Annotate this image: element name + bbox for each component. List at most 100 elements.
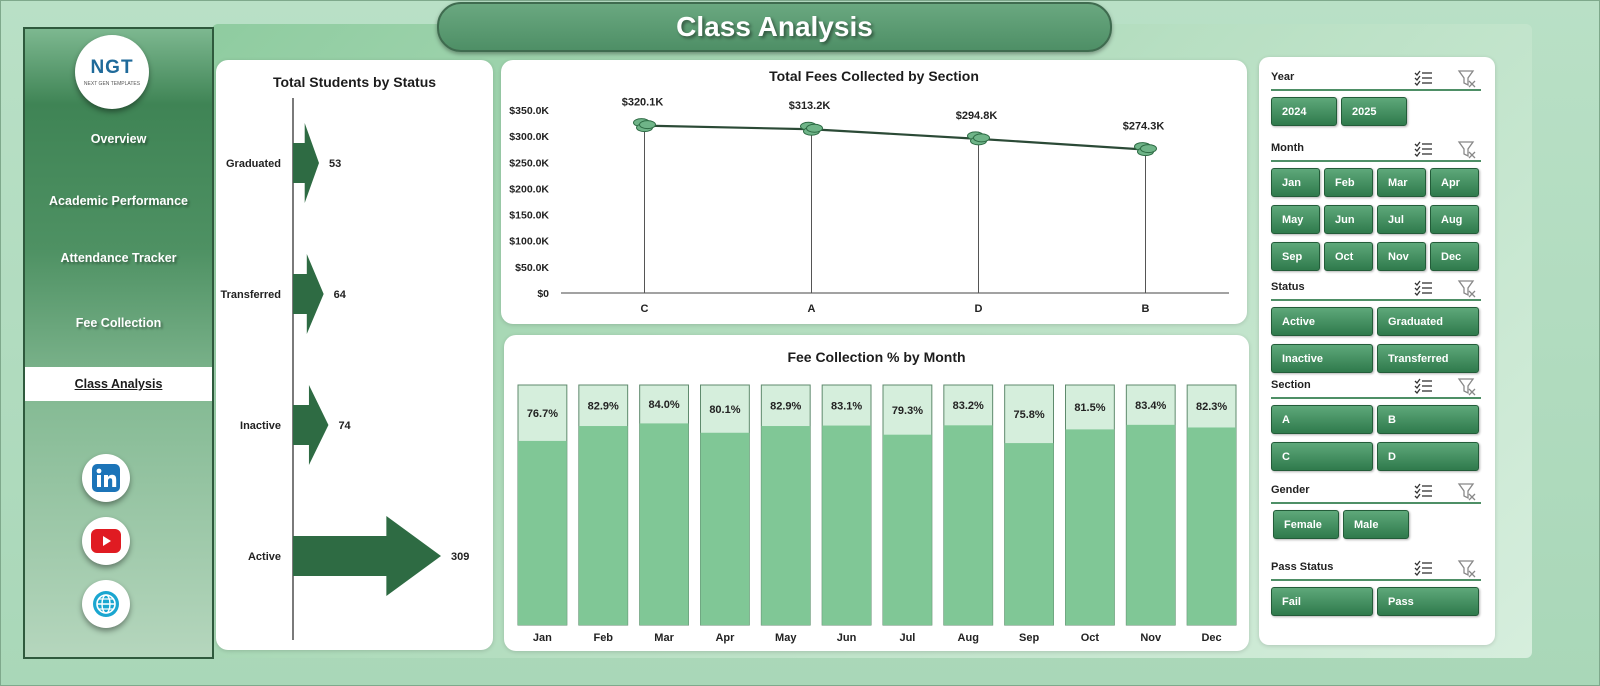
sidebar: NGT NEXT GEN TEMPLATES Overview Academic…	[23, 27, 214, 659]
filter-month-label: Month	[1271, 142, 1304, 154]
multi-select-icon[interactable]	[1413, 279, 1433, 297]
month-category-label: Feb	[593, 632, 613, 644]
filter-section-option[interactable]: A	[1271, 405, 1373, 434]
fees-ytick-label: $150.0K	[509, 210, 549, 222]
clear-filter-icon[interactable]	[1457, 279, 1477, 299]
month-category-label: Jul	[899, 632, 915, 644]
filter-month-option[interactable]: Sep	[1271, 242, 1320, 271]
filter-pass-status-option[interactable]: Pass	[1377, 587, 1479, 616]
youtube-icon	[91, 529, 121, 553]
filter-month-option[interactable]: Oct	[1324, 242, 1373, 271]
fees-ytick-label: $200.0K	[509, 183, 549, 195]
status-value-label: 309	[451, 551, 469, 563]
clear-filter-icon[interactable]	[1457, 69, 1477, 89]
filter-section-option[interactable]: B	[1377, 405, 1479, 434]
filter-pass-status-label: Pass Status	[1271, 561, 1334, 573]
month-data-label: 82.9%	[770, 401, 801, 413]
month-bar-fill	[883, 434, 932, 625]
status-value-label: 74	[338, 420, 351, 432]
filter-month-option[interactable]: Aug	[1430, 205, 1479, 234]
multi-select-icon[interactable]	[1413, 559, 1433, 577]
linkedin-icon	[92, 464, 120, 492]
multi-select-icon[interactable]	[1413, 377, 1433, 395]
status-arrow-graduated	[293, 123, 319, 203]
filter-status-option[interactable]: Transferred	[1377, 344, 1479, 373]
fees-category-label: C	[641, 303, 649, 315]
sidebar-item-fee-collection[interactable]: Fee Collection	[75, 316, 162, 330]
filter-gender-option[interactable]: Female	[1273, 510, 1339, 539]
filter-gender-label: Gender	[1271, 484, 1310, 496]
filter-month-option[interactable]: Feb	[1324, 168, 1373, 197]
month-bar-fill	[1004, 443, 1054, 625]
filter-year-label: Year	[1271, 71, 1295, 83]
status-arrow-active	[293, 516, 441, 596]
filter-pass-status-option[interactable]: Fail	[1271, 587, 1373, 616]
month-data-label: 80.1%	[709, 404, 740, 416]
youtube-button[interactable]	[82, 517, 130, 565]
filter-month-option[interactable]: Jul	[1377, 205, 1426, 234]
globe-icon	[93, 591, 119, 617]
sidebar-item-class-analysis[interactable]: Class Analysis	[25, 367, 212, 401]
status-value-label: 53	[329, 158, 341, 170]
fee-collection-month-title: Fee Collection % by Month	[787, 349, 966, 365]
filter-month-option[interactable]: Dec	[1430, 242, 1479, 271]
month-category-label: Apr	[715, 632, 735, 644]
multi-select-icon[interactable]	[1413, 69, 1433, 87]
filter-month-option[interactable]: Jan	[1271, 168, 1320, 197]
filter-month-option[interactable]: Mar	[1377, 168, 1426, 197]
clear-filter-icon[interactable]	[1457, 140, 1477, 160]
sidebar-item-overview[interactable]: Overview	[90, 132, 147, 146]
month-bar-fill	[761, 426, 811, 625]
month-data-label: 84.0%	[648, 399, 679, 411]
filter-status-option[interactable]: Active	[1271, 307, 1373, 336]
clear-filter-icon[interactable]	[1457, 482, 1477, 502]
clear-filter-icon[interactable]	[1457, 559, 1477, 579]
filter-status-option[interactable]: Inactive	[1271, 344, 1373, 373]
filter-status-option[interactable]: Graduated	[1377, 307, 1479, 336]
fees-point-marker	[633, 118, 656, 133]
filter-status-header: Status	[1271, 279, 1481, 301]
status-category-label: Graduated	[226, 158, 281, 170]
filter-section-option[interactable]: D	[1377, 442, 1479, 471]
month-bar-fill	[518, 440, 567, 625]
multi-select-icon[interactable]	[1413, 140, 1433, 158]
month-bar-fill	[639, 423, 689, 625]
fees-data-label: $274.3K	[1123, 121, 1165, 133]
month-bar-fill	[1126, 424, 1176, 625]
filter-gender-option[interactable]: Male	[1343, 510, 1409, 539]
fees-ytick-label: $0	[537, 288, 549, 300]
coin-icon	[806, 123, 823, 133]
students-by-status-card: Total Students by Status Graduated 53 Tran…	[216, 60, 493, 650]
multi-select-icon[interactable]	[1413, 482, 1433, 500]
fees-ytick-label: $250.0K	[509, 157, 549, 169]
fees-by-section-title: Total Fees Collected by Section	[769, 68, 979, 84]
page-title: Class Analysis	[676, 11, 873, 42]
fees-ytick-label: $100.0K	[509, 236, 549, 248]
clear-filter-icon[interactable]	[1457, 377, 1477, 397]
status-arrow-transferred	[293, 254, 324, 334]
sidebar-item-academic-performance[interactable]: Academic Performance	[49, 194, 188, 208]
fee-collection-month-card: Fee Collection % by Month 76.7% Jan 82.9% F…	[504, 335, 1249, 651]
filter-year-option[interactable]: 2025	[1341, 97, 1407, 126]
filter-month-option[interactable]: Jun	[1324, 205, 1373, 234]
month-bar-fill	[1187, 427, 1236, 625]
month-bar-fill	[943, 425, 993, 625]
website-button[interactable]	[82, 580, 130, 628]
month-category-label: Jun	[837, 632, 857, 644]
filter-month-option[interactable]: Apr	[1430, 168, 1479, 197]
students-by-status-title: Total Students by Status	[272, 74, 437, 90]
month-data-label: 79.3%	[892, 405, 923, 417]
sidebar-item-attendance-tracker[interactable]: Attendance Tracker	[60, 251, 177, 265]
filter-section-option[interactable]: C	[1271, 442, 1373, 471]
month-category-label: Aug	[958, 632, 979, 644]
month-data-label: 83.2%	[953, 400, 984, 412]
filter-year-option[interactable]: 2024	[1271, 97, 1337, 126]
fees-series-line	[644, 124, 1146, 151]
fees-data-label: $320.1K	[622, 97, 664, 109]
fees-by-section-chart: $0 $50.0K $100.0K $150.0K $200.0K $250.0K $300…	[509, 97, 1229, 315]
fees-ytick-label: $50.0K	[515, 262, 549, 274]
filter-month-option[interactable]: Nov	[1377, 242, 1426, 271]
filter-year-header: Year	[1271, 69, 1481, 91]
filter-month-option[interactable]: May	[1271, 205, 1320, 234]
linkedin-button[interactable]	[82, 454, 130, 502]
